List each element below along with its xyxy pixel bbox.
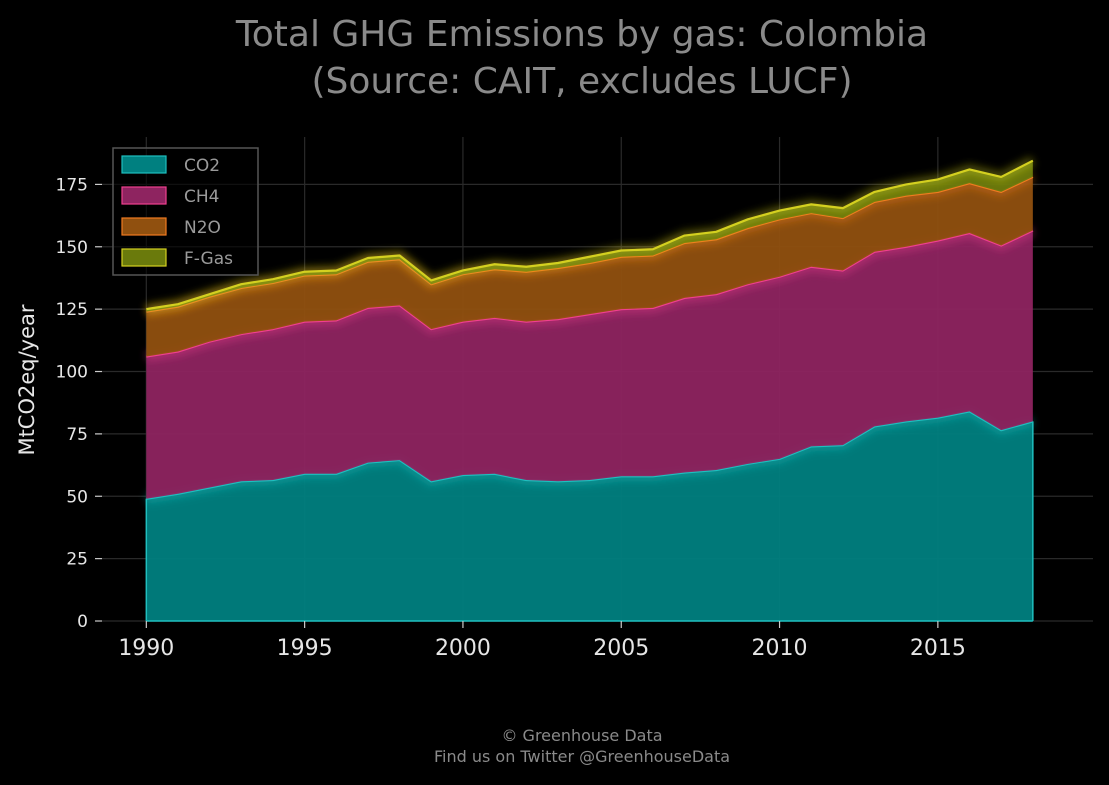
y-tick-label: 175 bbox=[56, 175, 88, 195]
legend-label-f-gas: F-Gas bbox=[184, 249, 233, 269]
y-tick-label: 25 bbox=[66, 550, 88, 570]
legend: CO2 CH4 N2O F-Gas bbox=[112, 147, 259, 276]
legend-label-co2: CO2 bbox=[184, 156, 220, 176]
legend-label-n2o: N2O bbox=[184, 218, 221, 238]
y-tick-label: 75 bbox=[66, 425, 88, 445]
line-ch4 bbox=[146, 229, 1034, 358]
y-tick-label: 50 bbox=[66, 487, 88, 507]
areas bbox=[145, 156, 1036, 622]
x-tick-label: 2015 bbox=[910, 636, 966, 661]
area-ch4 bbox=[146, 230, 1033, 499]
y-tick-label: 0 bbox=[77, 612, 88, 632]
legend-label-ch4: CH4 bbox=[184, 187, 219, 207]
y-tick-label: 100 bbox=[56, 363, 88, 383]
axes: 0 25 50 75 100 125 150 175 1990 1995 2000 2005 2010 2… bbox=[56, 175, 966, 661]
x-tick-label: 2000 bbox=[435, 636, 491, 661]
legend-swatch-ch4 bbox=[121, 186, 167, 205]
legend-swatch-co2 bbox=[121, 155, 167, 174]
x-tick-label: 2010 bbox=[752, 636, 808, 661]
chart-subtitle: (Source: CAIT, excludes LUCF) bbox=[311, 61, 852, 102]
y-tick-label: 125 bbox=[56, 300, 88, 320]
chart-title: Total GHG Emissions by gas: Colombia bbox=[235, 14, 928, 55]
x-tick-label: 2005 bbox=[593, 636, 649, 661]
x-tick-label: 1995 bbox=[277, 636, 333, 661]
footer-twitter: Find us on Twitter @GreenhouseData bbox=[434, 747, 730, 766]
line-f-gas bbox=[146, 159, 1034, 311]
footer-copyright: © Greenhouse Data bbox=[501, 726, 662, 745]
y-tick-label: 150 bbox=[56, 238, 88, 258]
legend-swatch-n2o bbox=[121, 217, 167, 236]
legend-swatch-f-gas bbox=[121, 248, 167, 267]
x-tick-label: 1990 bbox=[118, 636, 174, 661]
y-axis-label: MtCO2eq/year bbox=[15, 304, 39, 455]
